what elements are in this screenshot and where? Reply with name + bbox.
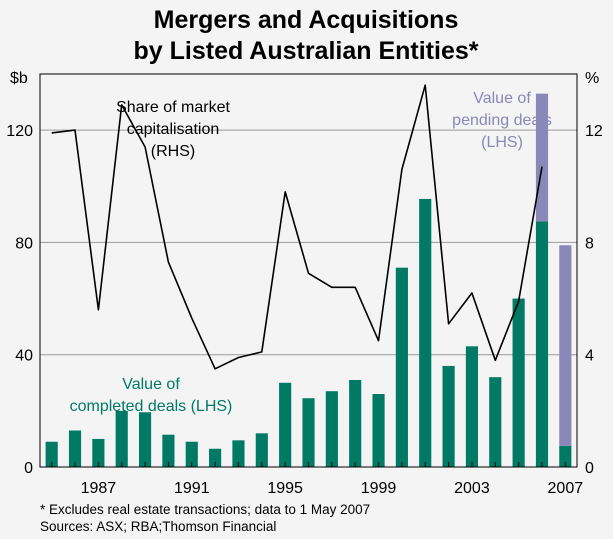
footnote: * Excludes real estate transactions; dat… xyxy=(40,502,370,517)
pending-deals-bar xyxy=(559,245,572,446)
bar-series xyxy=(45,93,572,468)
completed-deals-bar xyxy=(535,221,549,467)
x-axis-ticks: 1987 1991 1995 1999 2003 2007 xyxy=(51,462,584,497)
completed-deals-bar xyxy=(372,394,385,467)
completed-deals-bar xyxy=(302,398,315,467)
line-label-line-3: (RHS) xyxy=(151,143,195,160)
completed-deals-bar xyxy=(559,445,572,467)
completed-deals-bar xyxy=(255,433,268,467)
completed-deals-bar xyxy=(279,382,292,467)
pending-label-line-3: (LHS) xyxy=(481,134,523,151)
line-label-line-2: capitalisation xyxy=(127,121,220,138)
right-tick-label: 0 xyxy=(585,460,594,477)
x-tick-label: 1987 xyxy=(81,480,117,497)
line-annotation: Share of market capitalisation (RHS) xyxy=(116,99,230,160)
pending-label-line-1: Value of xyxy=(473,90,531,107)
right-tick-label: 12 xyxy=(585,123,603,140)
x-tick-label: 2007 xyxy=(548,480,584,497)
x-tick-label: 1995 xyxy=(267,480,303,497)
left-tick-label: 120 xyxy=(6,123,33,140)
completed-deals-bar xyxy=(465,346,479,467)
completed-deals-bar xyxy=(395,267,408,467)
left-tick-label: 40 xyxy=(15,348,33,365)
x-tick-label: 2003 xyxy=(454,480,490,497)
pending-deals-bar xyxy=(535,93,549,222)
completed-deals-bar xyxy=(115,410,128,467)
chart-title-line-1: Mergers and Acquisitions xyxy=(154,6,459,34)
right-tick-label: 4 xyxy=(585,348,594,365)
completed-deals-bar xyxy=(209,448,222,467)
completed-deals-bar xyxy=(325,391,338,467)
pending-annotation: Value of pending deals (LHS) xyxy=(452,90,552,151)
gridlines xyxy=(40,129,577,356)
completed-deals-bar xyxy=(92,438,105,467)
completed-deals-bar xyxy=(45,441,58,467)
completed-deals-bar xyxy=(442,365,455,467)
x-tick-label: 1999 xyxy=(361,480,397,497)
completed-deals-bar xyxy=(419,198,432,468)
line-label-line-1: Share of market xyxy=(116,99,230,116)
left-axis-unit: $b xyxy=(10,70,28,87)
chart-title-line-2: by Listed Australian Entities* xyxy=(134,37,479,65)
right-tick-label: 8 xyxy=(585,235,594,252)
pending-label-line-2: pending deals xyxy=(452,112,552,129)
left-tick-label: 0 xyxy=(24,460,33,477)
completed-deals-bar xyxy=(512,298,525,467)
completed-annotation: Value of completed deals (LHS) xyxy=(70,376,233,415)
sources-note: Sources: ASX; RBA;Thomson Financial xyxy=(40,519,276,534)
left-tick-label: 80 xyxy=(15,235,33,252)
completed-deals-bar xyxy=(68,430,82,467)
completed-deals-bar xyxy=(349,379,362,467)
left-axis-ticks: 0 40 80 120 xyxy=(6,123,33,477)
right-axis-unit: % xyxy=(585,70,599,87)
completed-deals-bar xyxy=(138,412,152,467)
completed-label-line-1: Value of xyxy=(122,376,180,393)
completed-deals-bar xyxy=(489,377,502,467)
completed-deals-bar xyxy=(162,434,175,467)
right-axis-ticks: 0 4 8 12 xyxy=(585,123,603,477)
completed-label-line-2: completed deals (LHS) xyxy=(70,398,233,415)
market-cap-share-line xyxy=(51,84,543,370)
completed-deals-bar xyxy=(232,440,245,467)
x-tick-label: 1991 xyxy=(174,480,210,497)
completed-deals-bar xyxy=(185,441,198,467)
